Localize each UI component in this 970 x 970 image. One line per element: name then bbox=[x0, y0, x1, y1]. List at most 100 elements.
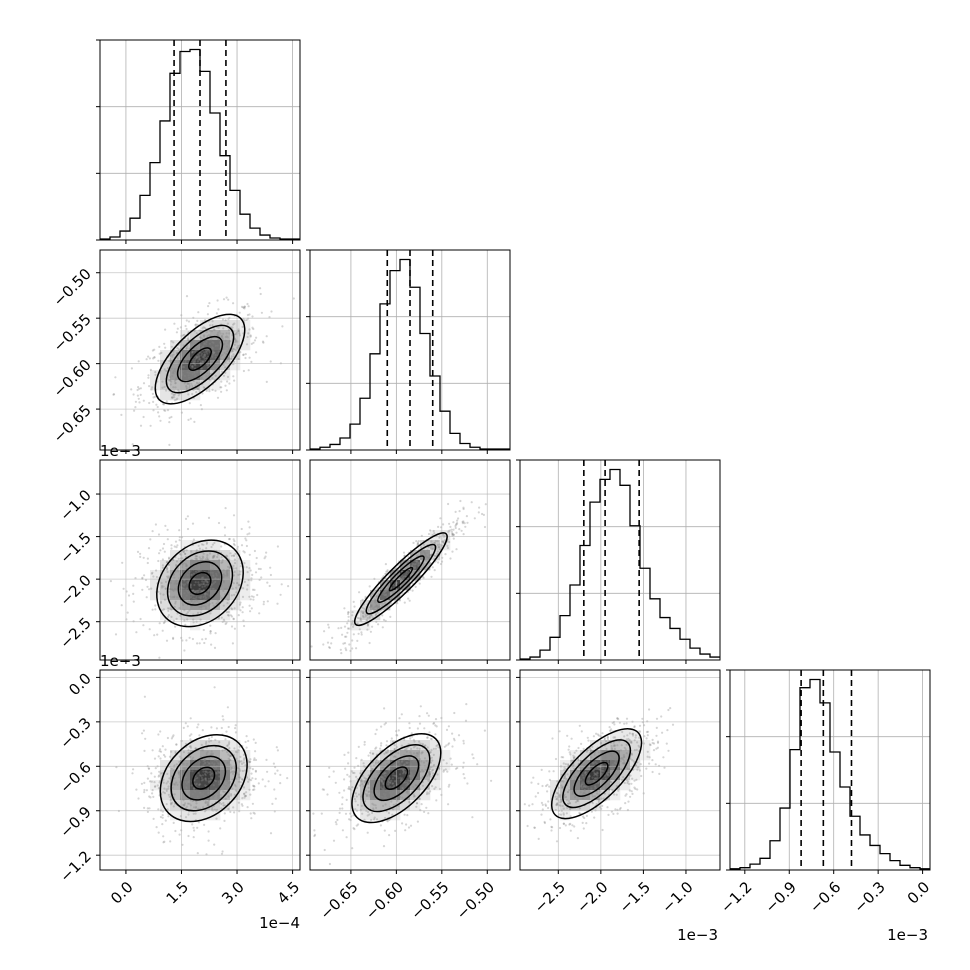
scatter-point bbox=[376, 761, 379, 765]
scatter-point bbox=[361, 606, 364, 609]
scatter-point bbox=[199, 618, 202, 621]
scatter-point bbox=[193, 600, 196, 603]
scatter-point bbox=[219, 827, 222, 830]
scatter-point bbox=[184, 776, 187, 779]
scatter-point bbox=[182, 562, 185, 565]
scatter-point bbox=[577, 800, 580, 803]
scatter-point bbox=[161, 772, 164, 775]
scatter-point bbox=[348, 818, 351, 821]
scatter-point bbox=[250, 607, 253, 610]
scatter-point bbox=[276, 545, 279, 548]
scatter-point bbox=[178, 607, 181, 610]
scatter-point bbox=[176, 357, 179, 360]
scatter-point bbox=[169, 354, 172, 357]
density-cell bbox=[360, 600, 371, 611]
scatter-point bbox=[192, 358, 195, 361]
scatter-point bbox=[434, 539, 437, 543]
density-cell bbox=[210, 800, 221, 811]
scatter-point bbox=[384, 790, 387, 793]
scatter-point bbox=[217, 308, 220, 311]
scatter-point bbox=[338, 807, 342, 810]
scatter-point bbox=[606, 773, 609, 776]
density-cell bbox=[370, 590, 381, 601]
scatter-point bbox=[149, 368, 152, 371]
scatter-point bbox=[368, 813, 371, 816]
density-cell bbox=[430, 550, 441, 561]
scatter-point bbox=[198, 783, 201, 787]
contour-2-0-0 bbox=[188, 571, 212, 595]
scatter-point bbox=[606, 782, 610, 785]
scatter-point bbox=[416, 755, 419, 758]
density-cell bbox=[200, 540, 211, 551]
scatter-point bbox=[254, 758, 258, 762]
scatter-point bbox=[172, 393, 175, 396]
scatter-point bbox=[213, 762, 216, 765]
scatter-point bbox=[169, 581, 173, 585]
scatter-point bbox=[233, 360, 236, 363]
density-cell bbox=[630, 740, 641, 751]
scatter-point bbox=[157, 533, 161, 536]
scatter-point bbox=[191, 360, 194, 363]
density-cell bbox=[220, 600, 231, 611]
scatter-point bbox=[186, 581, 189, 584]
scatter-point bbox=[391, 774, 394, 777]
scatter-point bbox=[452, 737, 456, 740]
scatter-point bbox=[422, 770, 425, 773]
scatter-point bbox=[382, 590, 385, 594]
scatter-point bbox=[380, 776, 383, 779]
scatter-point bbox=[174, 580, 177, 583]
scatter-point bbox=[201, 729, 204, 732]
scatter-point bbox=[253, 785, 256, 788]
density-cell bbox=[400, 570, 411, 581]
scatter-point bbox=[205, 562, 208, 565]
scatter-point bbox=[183, 592, 186, 595]
scatter-point bbox=[174, 829, 177, 833]
scatter-point bbox=[265, 551, 268, 554]
scatter-point bbox=[404, 558, 407, 561]
scatter-point bbox=[404, 829, 407, 832]
scatter-point bbox=[414, 562, 417, 566]
scatter-point bbox=[207, 792, 210, 795]
scatter-point bbox=[239, 570, 242, 573]
scatter-point bbox=[581, 774, 584, 777]
scatter-point bbox=[426, 712, 429, 715]
scatter-point bbox=[612, 741, 615, 744]
scatter-point bbox=[564, 795, 568, 799]
scatter-point bbox=[207, 792, 210, 795]
scatter-point bbox=[246, 584, 249, 587]
density-cell bbox=[190, 790, 201, 801]
scatter-point bbox=[420, 760, 423, 763]
scatter-point bbox=[202, 345, 205, 348]
scatter-point bbox=[132, 600, 135, 603]
scatter-point bbox=[592, 769, 596, 772]
scatter-point bbox=[157, 831, 160, 834]
scatter-point bbox=[407, 597, 410, 600]
scatter-point bbox=[202, 326, 205, 329]
scatter-point bbox=[394, 774, 397, 777]
scatter-point bbox=[208, 390, 211, 393]
scatter-point bbox=[253, 549, 256, 553]
scatter-point bbox=[182, 767, 185, 770]
scatter-point bbox=[222, 374, 226, 377]
scatter-point bbox=[176, 327, 179, 330]
scatter-point bbox=[191, 562, 194, 566]
scatter-point bbox=[597, 751, 600, 754]
scatter-point bbox=[585, 822, 588, 825]
scatter-point bbox=[188, 347, 191, 350]
scatter-point bbox=[366, 619, 369, 622]
scatter-point bbox=[429, 768, 432, 771]
scatter-point bbox=[343, 607, 346, 610]
scatter-point bbox=[645, 730, 649, 734]
scatter-point bbox=[238, 311, 241, 314]
scatter-point bbox=[387, 779, 390, 783]
scatter-point bbox=[250, 595, 253, 598]
scatter-point bbox=[172, 394, 175, 397]
scatter-point bbox=[415, 540, 418, 543]
scatter-point bbox=[147, 547, 151, 550]
scatter-point bbox=[208, 799, 211, 802]
scatter-point bbox=[362, 612, 365, 615]
scatter-point bbox=[205, 343, 208, 346]
density-cell bbox=[420, 540, 431, 551]
scatter-point bbox=[351, 647, 354, 650]
scatter-point bbox=[259, 567, 262, 571]
